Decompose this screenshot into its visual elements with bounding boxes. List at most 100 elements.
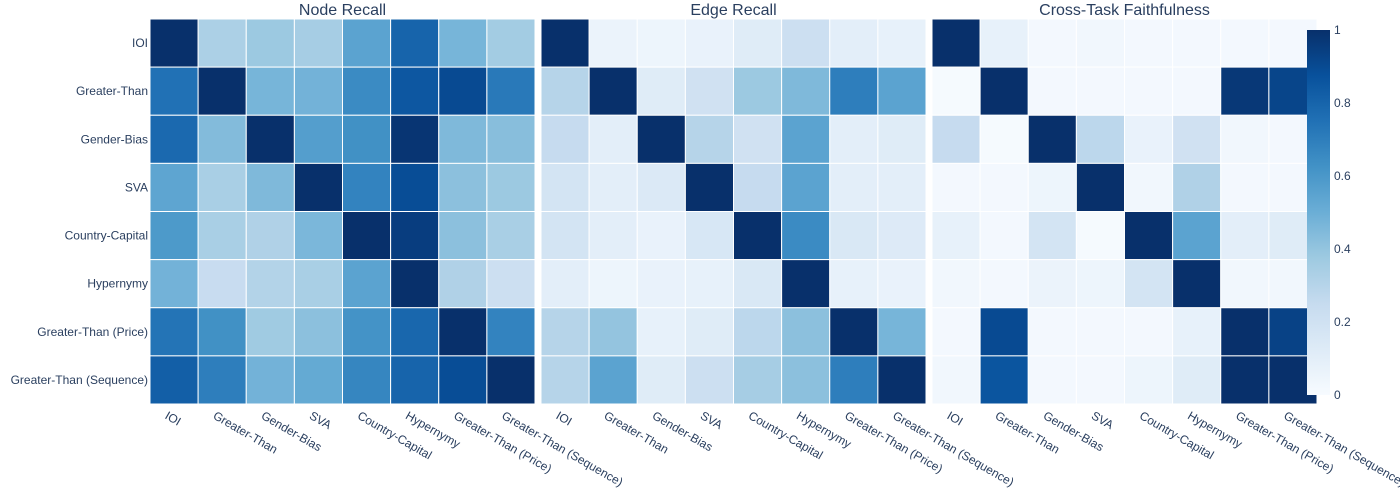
heatmap-cell: [1027, 259, 1077, 309]
heatmap-cell: [342, 355, 392, 405]
heatmap-cell: [781, 211, 831, 261]
heatmap-cell: [1124, 211, 1174, 261]
heatmap-cell: [636, 66, 686, 116]
heatmap-cell: [979, 162, 1029, 212]
heatmap-cell: [486, 259, 536, 309]
heatmap-cell: [781, 307, 831, 357]
heatmap-cell: [149, 18, 199, 68]
heatmap-cell: [781, 259, 831, 309]
heatmap-cell: [390, 307, 440, 357]
heatmap-cell: [438, 259, 488, 309]
heatmap-cell: [877, 114, 927, 164]
colorbar-tick-label: 0: [1334, 388, 1341, 402]
heatmap-cell: [245, 18, 295, 68]
x-tick-label: IOI: [554, 408, 575, 428]
y-tick-label: Country-Capital: [65, 229, 148, 243]
heatmap-cell: [438, 355, 488, 405]
heatmap-cell: [197, 66, 247, 116]
heatmap-cell: [931, 66, 981, 116]
heatmap-cell: [149, 259, 199, 309]
heatmap-cell: [149, 162, 199, 212]
heatmap-cell: [486, 355, 536, 405]
heatmap-cell: [1075, 18, 1125, 68]
heatmap-cell: [1075, 66, 1125, 116]
heatmap-cell: [1124, 307, 1174, 357]
heatmap-cell: [1124, 18, 1174, 68]
heatmap-cell: [979, 18, 1029, 68]
heatmap-cell: [540, 355, 590, 405]
heatmap-cell: [684, 259, 734, 309]
y-tick-label: Hypernymy: [87, 277, 148, 291]
y-tick-label: IOI: [132, 36, 148, 50]
heatmap-cell: [342, 18, 392, 68]
heatmap-cell: [342, 114, 392, 164]
heatmap-cell: [293, 259, 343, 309]
heatmap-cell: [342, 211, 392, 261]
heatmap-cell: [733, 18, 783, 68]
heatmap-cell: [931, 307, 981, 357]
heatmap-cell: [245, 211, 295, 261]
heatmap-cell: [588, 307, 638, 357]
heatmap-cell: [781, 162, 831, 212]
heatmap-cell: [149, 66, 199, 116]
y-tick-label: Gender-Bias: [81, 132, 148, 146]
heatmap-cell: [877, 211, 927, 261]
heatmap-cell: [781, 355, 831, 405]
heatmap-cell: [293, 355, 343, 405]
heatmap-cell: [636, 355, 686, 405]
heatmap-cell: [636, 211, 686, 261]
heatmap-cell: [979, 211, 1029, 261]
panel-node-recall: Node Recall IOI Greater-Than Gender-Bias SVA…: [11, 2, 626, 489]
heatmap-cell: [245, 355, 295, 405]
heatmap-cell: [486, 211, 536, 261]
heatmap-cell: [829, 66, 879, 116]
heatmap-cell: [540, 211, 590, 261]
heatmap-cell: [588, 114, 638, 164]
heatmap-cell: [342, 307, 392, 357]
heatmap-cell: [390, 114, 440, 164]
heatmap-cell: [1124, 162, 1174, 212]
colorbar-bar: [1307, 30, 1330, 395]
heatmap-cell: [1220, 162, 1270, 212]
heatmap-cell: [1075, 162, 1125, 212]
heatmap-cell: [540, 162, 590, 212]
heatmap-cell: [781, 18, 831, 68]
panel-title: Cross-Task Faithfulness: [1039, 2, 1210, 19]
heatmap-cell: [636, 18, 686, 68]
x-tick-label: SVA: [698, 408, 725, 432]
heatmap-cell: [1124, 259, 1174, 309]
heatmap-cell: [149, 114, 199, 164]
heatmap-cell: [1027, 211, 1077, 261]
heatmap-cell: [1027, 355, 1077, 405]
heatmap-cell: [684, 114, 734, 164]
heatmap-cell: [733, 307, 783, 357]
heatmap-cell: [931, 355, 981, 405]
heatmap-cell: [979, 114, 1029, 164]
colorbar-tick-label: 0.2: [1334, 315, 1351, 329]
y-tick-label: Greater-Than: [76, 84, 148, 98]
heatmap-cell: [486, 18, 536, 68]
heatmap-cell: [1220, 66, 1270, 116]
heatmap-cell: [1075, 114, 1125, 164]
heatmap-cell: [1220, 114, 1270, 164]
heatmap-cell: [877, 66, 927, 116]
heatmap-cell: [438, 162, 488, 212]
heatmap-cell: [438, 211, 488, 261]
heatmap-cell: [245, 259, 295, 309]
heatmap-cell: [733, 66, 783, 116]
heatmap-cell: [149, 307, 199, 357]
panel-title: Edge Recall: [690, 2, 776, 19]
heatmap-cell: [829, 162, 879, 212]
heatmap-cell: [781, 114, 831, 164]
heatmap-cell: [342, 162, 392, 212]
heatmap-cell: [293, 18, 343, 68]
heatmap-cell: [733, 355, 783, 405]
heatmap-cell: [1220, 211, 1270, 261]
heatmap-cell: [733, 162, 783, 212]
heatmap-cell: [1027, 66, 1077, 116]
heatmap-cell: [486, 114, 536, 164]
heatmap-cell: [1220, 355, 1270, 405]
x-tick-label: IOI: [163, 408, 184, 428]
heatmap-cell: [877, 162, 927, 212]
